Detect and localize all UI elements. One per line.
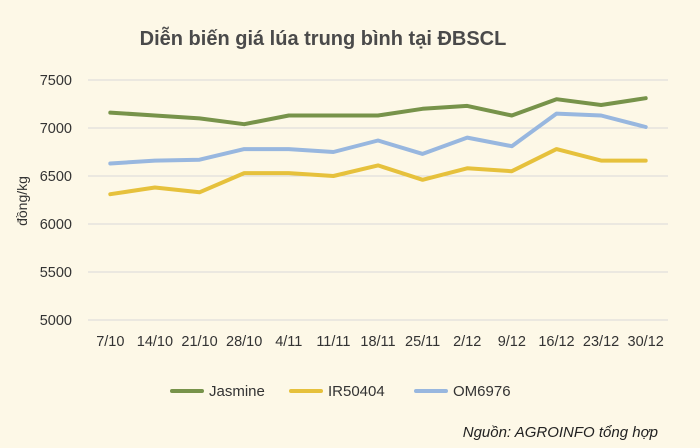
y-tick-label: 6000: [40, 217, 72, 233]
gridlines: [88, 79, 668, 321]
x-tick-label: 30/12: [628, 334, 664, 350]
series-line-jasmine: [108, 96, 648, 127]
x-tick-label: 4/11: [275, 334, 302, 350]
x-tick-label: 2/12: [453, 334, 481, 350]
series-line-om6976: [108, 111, 648, 166]
x-tick-label: 23/12: [583, 334, 619, 350]
source-note: Nguồn: AGROINFO tổng hợp: [462, 424, 658, 441]
y-tick-label: 7500: [40, 73, 72, 89]
x-tick-label: 25/11: [405, 334, 440, 350]
y-tick-label: 7000: [40, 121, 72, 137]
y-axis-label: đồng/kg: [14, 176, 30, 226]
x-tick-label: 18/11: [360, 334, 395, 350]
chart-title: Diễn biến giá lúa trung bình tại ĐBSCL: [140, 26, 507, 50]
series-lines: [108, 96, 648, 197]
x-tick-label: 28/10: [226, 334, 262, 350]
legend-label-om6976: OM6976: [453, 383, 511, 400]
y-axis-ticks: 5000 5500 6000 6500 7000 7500: [40, 73, 72, 329]
legend-label-ir50404: IR50404: [328, 383, 385, 400]
x-tick-label: 7/10: [96, 334, 124, 350]
x-tick-label: 16/12: [538, 334, 574, 350]
legend-label-jasmine: Jasmine: [209, 383, 265, 400]
x-axis-ticks: 7/10 14/10 21/10 28/10 4/11 11/11 18/11 25/11 2/…: [96, 334, 664, 350]
y-tick-label: 5500: [40, 265, 72, 281]
y-tick-label: 5000: [40, 313, 72, 329]
series-line-ir50404: [108, 147, 648, 197]
x-tick-label: 21/10: [181, 334, 217, 350]
x-tick-label: 9/12: [498, 334, 526, 350]
legend: Jasmine IR50404 OM6976: [170, 383, 511, 400]
y-tick-label: 6500: [40, 169, 72, 185]
x-tick-label: 11/11: [316, 334, 350, 350]
x-tick-label: 14/10: [137, 334, 173, 350]
